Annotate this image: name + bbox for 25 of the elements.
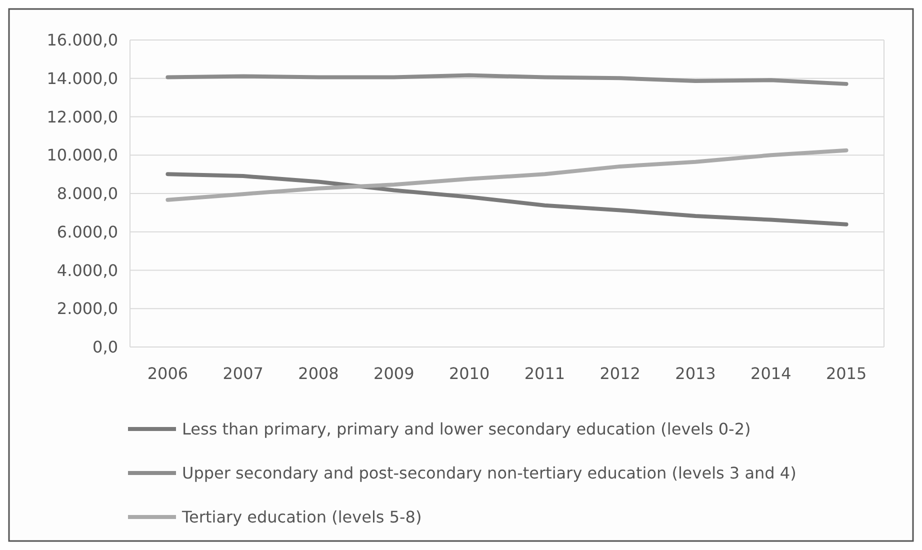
line-series (166, 172, 848, 226)
x-tick-label: 2014 (750, 364, 792, 383)
y-tick-label: 6.000,0 (56, 222, 118, 242)
line-series (166, 73, 848, 86)
y-tick-label: 12.000,0 (46, 107, 118, 126)
x-tick-label: 2010 (448, 364, 490, 383)
x-tick-label: 2012 (600, 364, 640, 383)
legend-label: Upper secondary and post-secondary non-tertiary education (levels 3 and 4) (182, 464, 796, 483)
x-tick-label: 2011 (524, 364, 566, 383)
y-tick-label: 8.000,0 (56, 184, 118, 204)
x-tick-label: 2015 (826, 364, 867, 383)
x-tick-label: 2006 (147, 364, 188, 383)
y-tick-label: 4.000,0 (56, 260, 118, 280)
y-tick-label: 0,0 (92, 338, 118, 357)
x-tick-label: 2009 (374, 364, 414, 383)
x-tick-label: 2013 (675, 364, 716, 383)
y-tick-label: 16.000,0 (46, 30, 118, 50)
y-tick-label: 2.000,0 (56, 299, 118, 318)
x-tick-label: 2008 (298, 364, 339, 383)
line-series (166, 148, 848, 202)
x-tick-label: 2007 (222, 364, 264, 383)
legend-label: Tertiary education (levels 5-8) (181, 508, 422, 527)
y-tick-label: 10.000,0 (46, 146, 118, 165)
y-tick-label: 14.000,0 (46, 68, 118, 88)
legend-label: Less than primary, primary and lower secondary education (levels 0-2) (182, 420, 751, 439)
